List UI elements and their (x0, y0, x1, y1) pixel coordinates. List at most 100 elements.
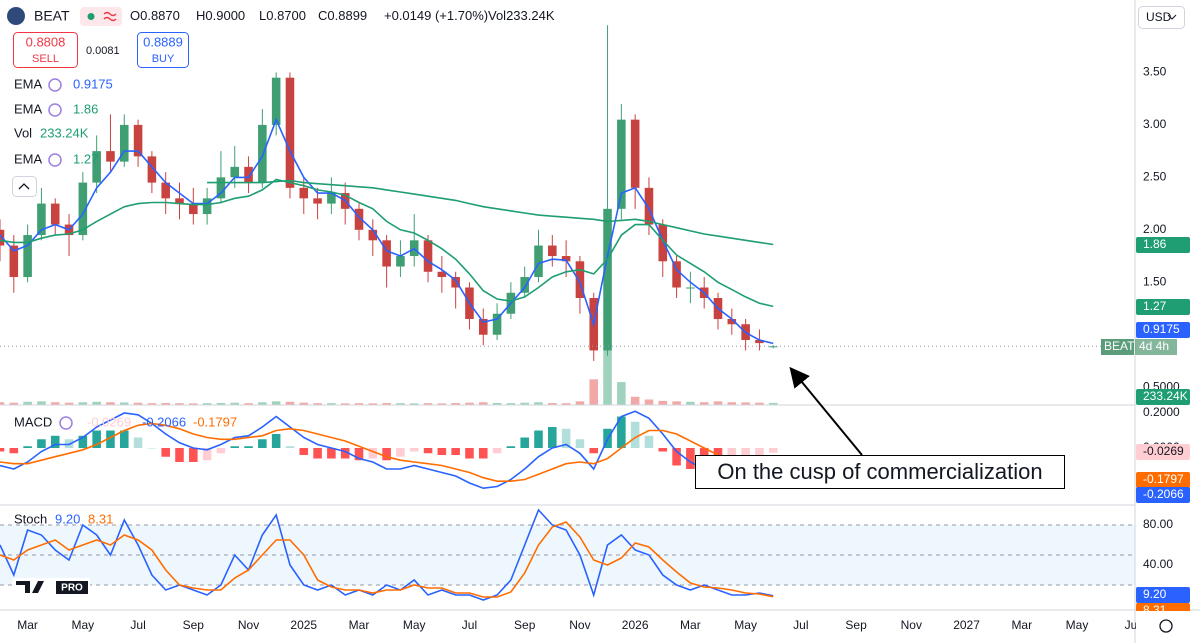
currency-button[interactable] (1138, 6, 1185, 29)
status-dot (87, 13, 95, 20)
y-tick-label: 3.00 (1143, 117, 1167, 131)
bar (686, 401, 695, 405)
badge-text: -0.2066 (1143, 487, 1184, 501)
candle-body (78, 182, 88, 236)
quote-open: O0.8870 (130, 8, 180, 23)
candle-body (92, 151, 101, 183)
logo-text: PRO (61, 583, 83, 594)
bar (216, 448, 226, 454)
bar (423, 448, 433, 454)
bar (299, 448, 309, 455)
candle-body (534, 245, 543, 278)
bar (0, 402, 5, 405)
bar (561, 428, 571, 449)
badge-text: 233.24K (1143, 389, 1188, 403)
badge (1136, 587, 1190, 603)
bar (699, 402, 709, 405)
bar (755, 448, 764, 457)
y-tick-label: 2.00 (1143, 222, 1167, 236)
bar (382, 448, 391, 461)
legend-icon (48, 103, 62, 117)
bar (589, 379, 599, 405)
bar (658, 400, 668, 405)
legend-name: EMA (14, 101, 43, 116)
bar (189, 448, 198, 462)
bar (92, 401, 101, 405)
bar (92, 430, 101, 449)
bar (37, 401, 46, 405)
x-tick-label: Jul (793, 618, 808, 632)
bar (354, 448, 364, 461)
bar (106, 430, 115, 449)
bar (506, 446, 516, 449)
bar (244, 403, 253, 405)
buy-button[interactable] (137, 32, 189, 68)
bar (451, 448, 460, 455)
legend-value: 1.27 (73, 151, 98, 166)
candle-body (396, 256, 405, 267)
candle-body (630, 119, 640, 188)
quote-change: +0.0149 (+1.70%) (384, 8, 488, 23)
bar (589, 448, 599, 454)
y-tick-label: 80.00 (1143, 517, 1173, 531)
status-toggle[interactable] (80, 7, 122, 26)
x-tick-label: Sep (183, 618, 205, 632)
bar (478, 402, 488, 405)
badge (1136, 472, 1190, 488)
bar (520, 402, 529, 405)
bar (478, 448, 488, 459)
x-tick-label: Nov (901, 618, 922, 632)
currency-caret (1167, 14, 1177, 20)
bar (713, 401, 723, 405)
bar (161, 448, 170, 457)
bar (327, 448, 336, 459)
collapse-icon (18, 183, 30, 190)
y-tick-label: 1.50 (1143, 274, 1167, 288)
candle-body (368, 229, 378, 241)
legend-value: -0.2066 (142, 414, 186, 429)
bar (755, 402, 764, 405)
bar (133, 437, 143, 449)
overlay: EMA 0.9175 EMA 1.86 Vol 233.24K EMA 1.27 MACD -0.… (14, 76, 237, 526)
candle-body (230, 166, 240, 178)
annotation-box (695, 455, 1065, 489)
bar (492, 402, 502, 405)
candle-body (216, 177, 226, 199)
bar (175, 403, 184, 405)
bar (368, 403, 378, 405)
currency: USD (1146, 10, 1172, 24)
symbol-logo (7, 7, 25, 25)
legend-value: -0.1797 (193, 414, 237, 429)
x-tick-label: 2027 (953, 618, 980, 632)
candle-body (520, 277, 529, 293)
candle-body (478, 318, 488, 335)
axis-corner-cover (1136, 611, 1200, 643)
candle-body (561, 256, 571, 262)
x-tick-label: Mar (349, 618, 370, 632)
y-tick-label: 2.50 (1143, 170, 1167, 184)
bar (396, 448, 405, 457)
bar (741, 402, 750, 405)
candle-body (244, 166, 253, 183)
x-tick-label: Mar (1011, 618, 1032, 632)
bar (423, 403, 433, 405)
bar (133, 402, 143, 405)
bar (299, 402, 309, 405)
candle-body (755, 339, 764, 344)
candle-body (658, 224, 668, 262)
buy-label: BUY (152, 53, 175, 65)
price-axis: 3.503.002.502.001.500.50001.861.270.9175… (1101, 65, 1190, 619)
logo-badge (56, 581, 88, 594)
series-line (0, 508, 774, 601)
bar (202, 448, 212, 461)
legend-name: Vol (14, 125, 32, 140)
sell-button[interactable] (13, 32, 78, 68)
candle-body (492, 313, 502, 335)
bar (161, 402, 170, 405)
symbol[interactable]: BEAT (34, 8, 70, 24)
badge (1135, 339, 1177, 355)
candle-body (686, 287, 695, 289)
bar (202, 403, 212, 405)
collapse-legend[interactable] (12, 176, 37, 197)
